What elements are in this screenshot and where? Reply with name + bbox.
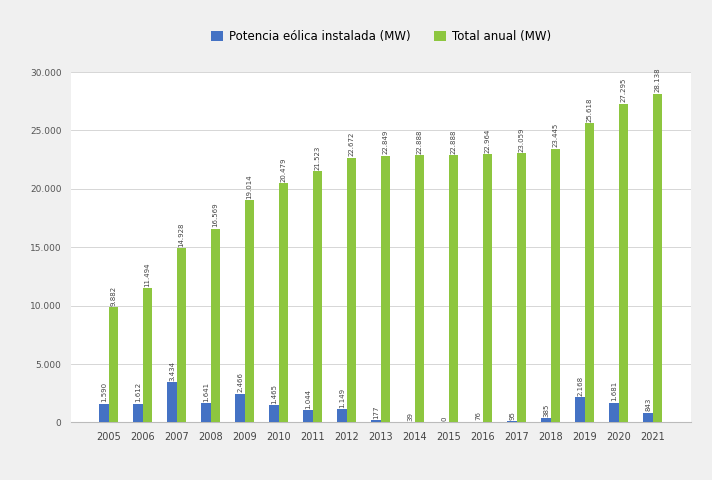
- Bar: [347, 157, 357, 422]
- Bar: [133, 404, 143, 422]
- Text: 76: 76: [475, 411, 481, 420]
- Text: 20.479: 20.479: [281, 157, 287, 182]
- Text: 25.618: 25.618: [587, 97, 592, 122]
- Text: 39: 39: [407, 411, 413, 420]
- Text: 21.523: 21.523: [315, 145, 320, 169]
- Bar: [100, 404, 109, 422]
- Text: 11.494: 11.494: [145, 262, 151, 287]
- Text: 16.569: 16.569: [213, 203, 219, 228]
- Bar: [653, 94, 662, 422]
- Text: 22.888: 22.888: [451, 129, 456, 154]
- Text: 23.445: 23.445: [553, 123, 559, 147]
- Text: 2.466: 2.466: [237, 372, 243, 392]
- Text: 22.964: 22.964: [485, 129, 491, 153]
- Text: 1.149: 1.149: [339, 387, 345, 408]
- Bar: [372, 420, 381, 422]
- Text: 22.888: 22.888: [417, 129, 423, 154]
- Text: 22.672: 22.672: [349, 132, 355, 156]
- Bar: [236, 394, 245, 422]
- Bar: [541, 418, 551, 422]
- Bar: [381, 156, 390, 422]
- Bar: [585, 123, 595, 422]
- Text: 95: 95: [509, 411, 515, 420]
- Bar: [609, 403, 619, 422]
- Bar: [167, 382, 177, 422]
- Text: 19.014: 19.014: [246, 174, 253, 199]
- Bar: [483, 154, 493, 422]
- Bar: [177, 248, 187, 422]
- Text: 2.168: 2.168: [577, 375, 583, 396]
- Text: 22.849: 22.849: [382, 130, 389, 154]
- Bar: [575, 397, 585, 422]
- Text: 14.928: 14.928: [179, 222, 184, 247]
- Bar: [508, 421, 517, 422]
- Bar: [313, 171, 323, 422]
- Bar: [109, 307, 118, 422]
- Text: 1.590: 1.590: [101, 382, 107, 402]
- Bar: [473, 421, 483, 422]
- Bar: [211, 229, 221, 422]
- Text: 9.882: 9.882: [110, 286, 117, 306]
- Bar: [201, 403, 211, 422]
- Text: 1.612: 1.612: [135, 382, 141, 402]
- Bar: [449, 155, 459, 422]
- Bar: [551, 149, 560, 422]
- Text: 27.295: 27.295: [621, 78, 627, 102]
- Text: 1.641: 1.641: [203, 382, 209, 402]
- Bar: [415, 155, 424, 422]
- Text: 28.138: 28.138: [655, 68, 661, 92]
- Text: 0: 0: [441, 417, 447, 421]
- Bar: [143, 288, 152, 422]
- Text: 1.681: 1.681: [611, 381, 617, 401]
- Bar: [644, 412, 653, 422]
- Text: 843: 843: [645, 398, 651, 411]
- Text: 177: 177: [373, 406, 379, 419]
- Bar: [303, 410, 313, 422]
- Bar: [245, 200, 254, 422]
- Legend: Potencia eólica instalada (MW), Total anual (MW): Potencia eólica instalada (MW), Total an…: [206, 25, 555, 48]
- Bar: [279, 183, 288, 422]
- Bar: [337, 409, 347, 422]
- Text: 1.044: 1.044: [305, 389, 311, 409]
- Text: 385: 385: [543, 403, 549, 417]
- Text: 1.465: 1.465: [271, 384, 277, 404]
- Bar: [517, 153, 526, 422]
- Text: 3.434: 3.434: [169, 361, 175, 381]
- Bar: [619, 104, 629, 422]
- Text: 23.059: 23.059: [519, 127, 525, 152]
- Bar: [269, 405, 279, 422]
